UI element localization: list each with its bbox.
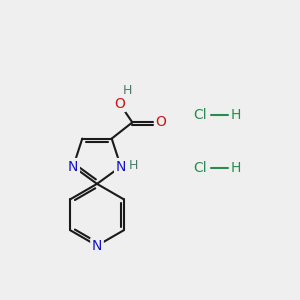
- Text: H: H: [230, 161, 241, 175]
- Text: Cl: Cl: [193, 161, 207, 175]
- Text: H: H: [123, 83, 132, 97]
- Text: N: N: [116, 160, 126, 174]
- Text: N: N: [68, 160, 78, 174]
- Text: Cl: Cl: [193, 108, 207, 122]
- Text: O: O: [114, 97, 125, 110]
- Text: H: H: [230, 108, 241, 122]
- Text: O: O: [155, 116, 166, 129]
- Text: N: N: [92, 239, 102, 253]
- Text: H: H: [128, 159, 138, 172]
